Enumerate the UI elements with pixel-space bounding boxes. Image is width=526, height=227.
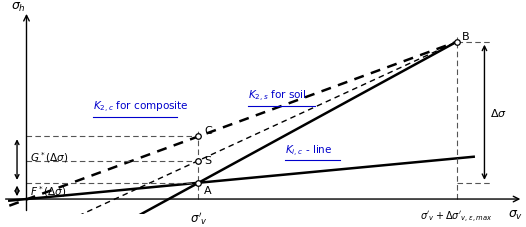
Text: $K_{i,c}$ - line: $K_{i,c}$ - line (285, 143, 332, 158)
Text: S: S (204, 155, 211, 165)
Text: $\Delta\sigma$: $\Delta\sigma$ (490, 107, 507, 119)
Text: C: C (204, 126, 212, 136)
Text: $\sigma'_v$: $\sigma'_v$ (190, 209, 207, 226)
Text: $G^*(\Delta\sigma)$: $G^*(\Delta\sigma)$ (30, 150, 68, 165)
Text: B: B (462, 31, 470, 41)
Text: $K_{2,c}$ for composite: $K_{2,c}$ for composite (93, 100, 189, 115)
Text: A: A (204, 185, 211, 195)
Text: $F^*(\Delta\sigma)$: $F^*(\Delta\sigma)$ (30, 184, 66, 198)
Text: $\sigma_v$: $\sigma_v$ (508, 208, 523, 221)
Text: $\sigma'_v+\Delta\sigma'_{v,\varepsilon,max}$: $\sigma'_v+\Delta\sigma'_{v,\varepsilon,… (420, 209, 493, 224)
Text: $K_{2,s}$ for soil: $K_{2,s}$ for soil (248, 89, 307, 104)
Text: $\sigma_h$: $\sigma_h$ (12, 1, 26, 14)
